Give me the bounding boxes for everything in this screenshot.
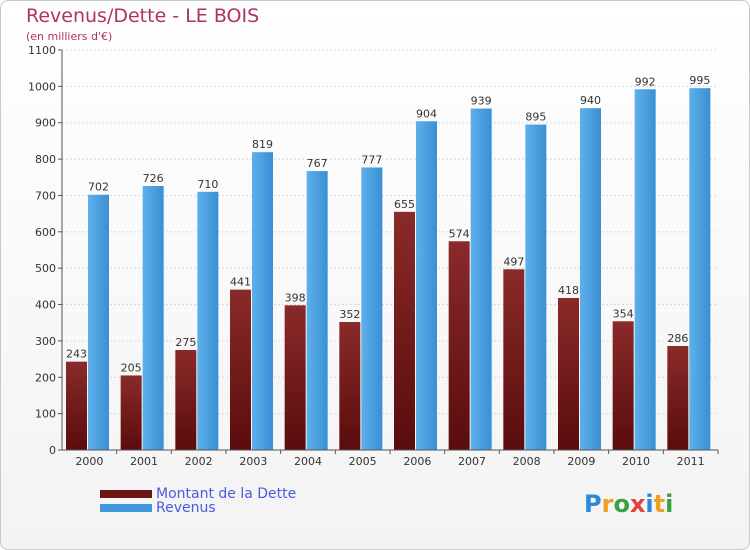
bar-dette <box>284 305 306 450</box>
x-tick-label: 2002 <box>185 455 213 468</box>
bar-dette <box>612 321 634 450</box>
data-label-revenus: 895 <box>525 111 546 124</box>
bar-dette <box>558 298 579 450</box>
y-tick-label: 100 <box>35 408 56 421</box>
data-label-dette: 497 <box>503 255 524 268</box>
bar-dette <box>339 322 361 450</box>
data-label-dette: 418 <box>558 284 579 297</box>
chart-subtitle: (en milliers d'€) <box>26 30 113 43</box>
x-tick-label: 2001 <box>130 455 158 468</box>
x-tick-label: 2007 <box>458 455 486 468</box>
data-label-revenus: 702 <box>88 181 109 194</box>
data-label-revenus: 767 <box>307 157 328 170</box>
legend-label-dette: Montant de la Dette <box>156 486 297 502</box>
data-label-dette: 205 <box>121 361 142 374</box>
data-label-dette: 574 <box>449 227 470 240</box>
x-tick-label: 2011 <box>677 455 705 468</box>
y-tick-label: 1100 <box>28 44 56 57</box>
legend-swatch-dette <box>100 490 152 498</box>
y-tick-label: 800 <box>35 153 56 166</box>
bar-dette <box>230 289 251 450</box>
y-tick-label: 0 <box>49 444 56 457</box>
bar-dette <box>394 211 415 450</box>
bar-dette <box>667 346 689 450</box>
bar-dette <box>503 269 525 450</box>
data-label-dette: 275 <box>175 336 196 349</box>
data-label-dette: 286 <box>667 332 688 345</box>
data-label-revenus: 939 <box>471 95 492 108</box>
data-label-dette: 398 <box>285 291 306 304</box>
bar-revenus <box>88 194 109 450</box>
y-tick-label: 400 <box>35 299 56 312</box>
x-tick-label: 2006 <box>403 455 431 468</box>
bar-revenus <box>197 191 219 450</box>
bar-revenus <box>142 186 164 450</box>
y-tick-label: 300 <box>35 335 56 348</box>
bar-revenus <box>634 89 656 450</box>
data-label-revenus: 777 <box>361 153 382 166</box>
data-label-dette: 655 <box>394 198 415 211</box>
bar-revenus <box>525 124 547 450</box>
data-label-revenus: 726 <box>143 172 164 185</box>
legend-swatch-revenus <box>100 504 152 512</box>
data-label-revenus: 819 <box>252 138 273 151</box>
chart-title: Revenus/Dette - LE BOIS <box>26 5 260 27</box>
data-label-dette: 352 <box>339 308 360 321</box>
bar-revenus <box>361 167 383 451</box>
x-tick-label: 2000 <box>75 455 103 468</box>
data-label-dette: 243 <box>66 348 87 361</box>
y-tick-label: 1000 <box>28 80 56 93</box>
x-tick-label: 2004 <box>294 455 322 468</box>
y-tick-label: 200 <box>35 371 56 384</box>
bar-revenus <box>580 108 601 450</box>
data-label-revenus: 940 <box>580 94 601 107</box>
y-tick-label: 500 <box>35 262 56 275</box>
bar-dette <box>120 375 142 450</box>
bar-revenus <box>306 171 328 450</box>
data-label-dette: 354 <box>613 307 634 320</box>
x-tick-label: 2003 <box>239 455 267 468</box>
y-tick-label: 700 <box>35 189 56 202</box>
legend-item-revenus: Revenus <box>100 500 216 516</box>
legend-label-revenus: Revenus <box>156 500 216 516</box>
bar-revenus <box>416 121 437 450</box>
y-tick-label: 600 <box>35 226 56 239</box>
bar-revenus <box>252 152 273 450</box>
bar-dette <box>175 350 197 450</box>
bar-revenus <box>689 88 711 450</box>
proxiti-logo: Proxiti <box>584 490 674 518</box>
data-label-revenus: 904 <box>416 107 437 120</box>
data-label-revenus: 992 <box>635 75 656 88</box>
x-tick-label: 2005 <box>349 455 377 468</box>
data-label-revenus: 995 <box>689 74 710 87</box>
bar-revenus <box>470 108 492 450</box>
x-tick-label: 2009 <box>567 455 595 468</box>
bar-dette <box>448 241 470 450</box>
data-label-dette: 441 <box>230 276 251 289</box>
legend-item-dette: Montant de la Dette <box>100 486 296 502</box>
x-tick-label: 2010 <box>622 455 650 468</box>
y-tick-label: 900 <box>35 117 56 130</box>
x-tick-label: 2008 <box>513 455 541 468</box>
data-label-revenus: 710 <box>197 178 218 191</box>
bar-dette <box>66 361 87 450</box>
